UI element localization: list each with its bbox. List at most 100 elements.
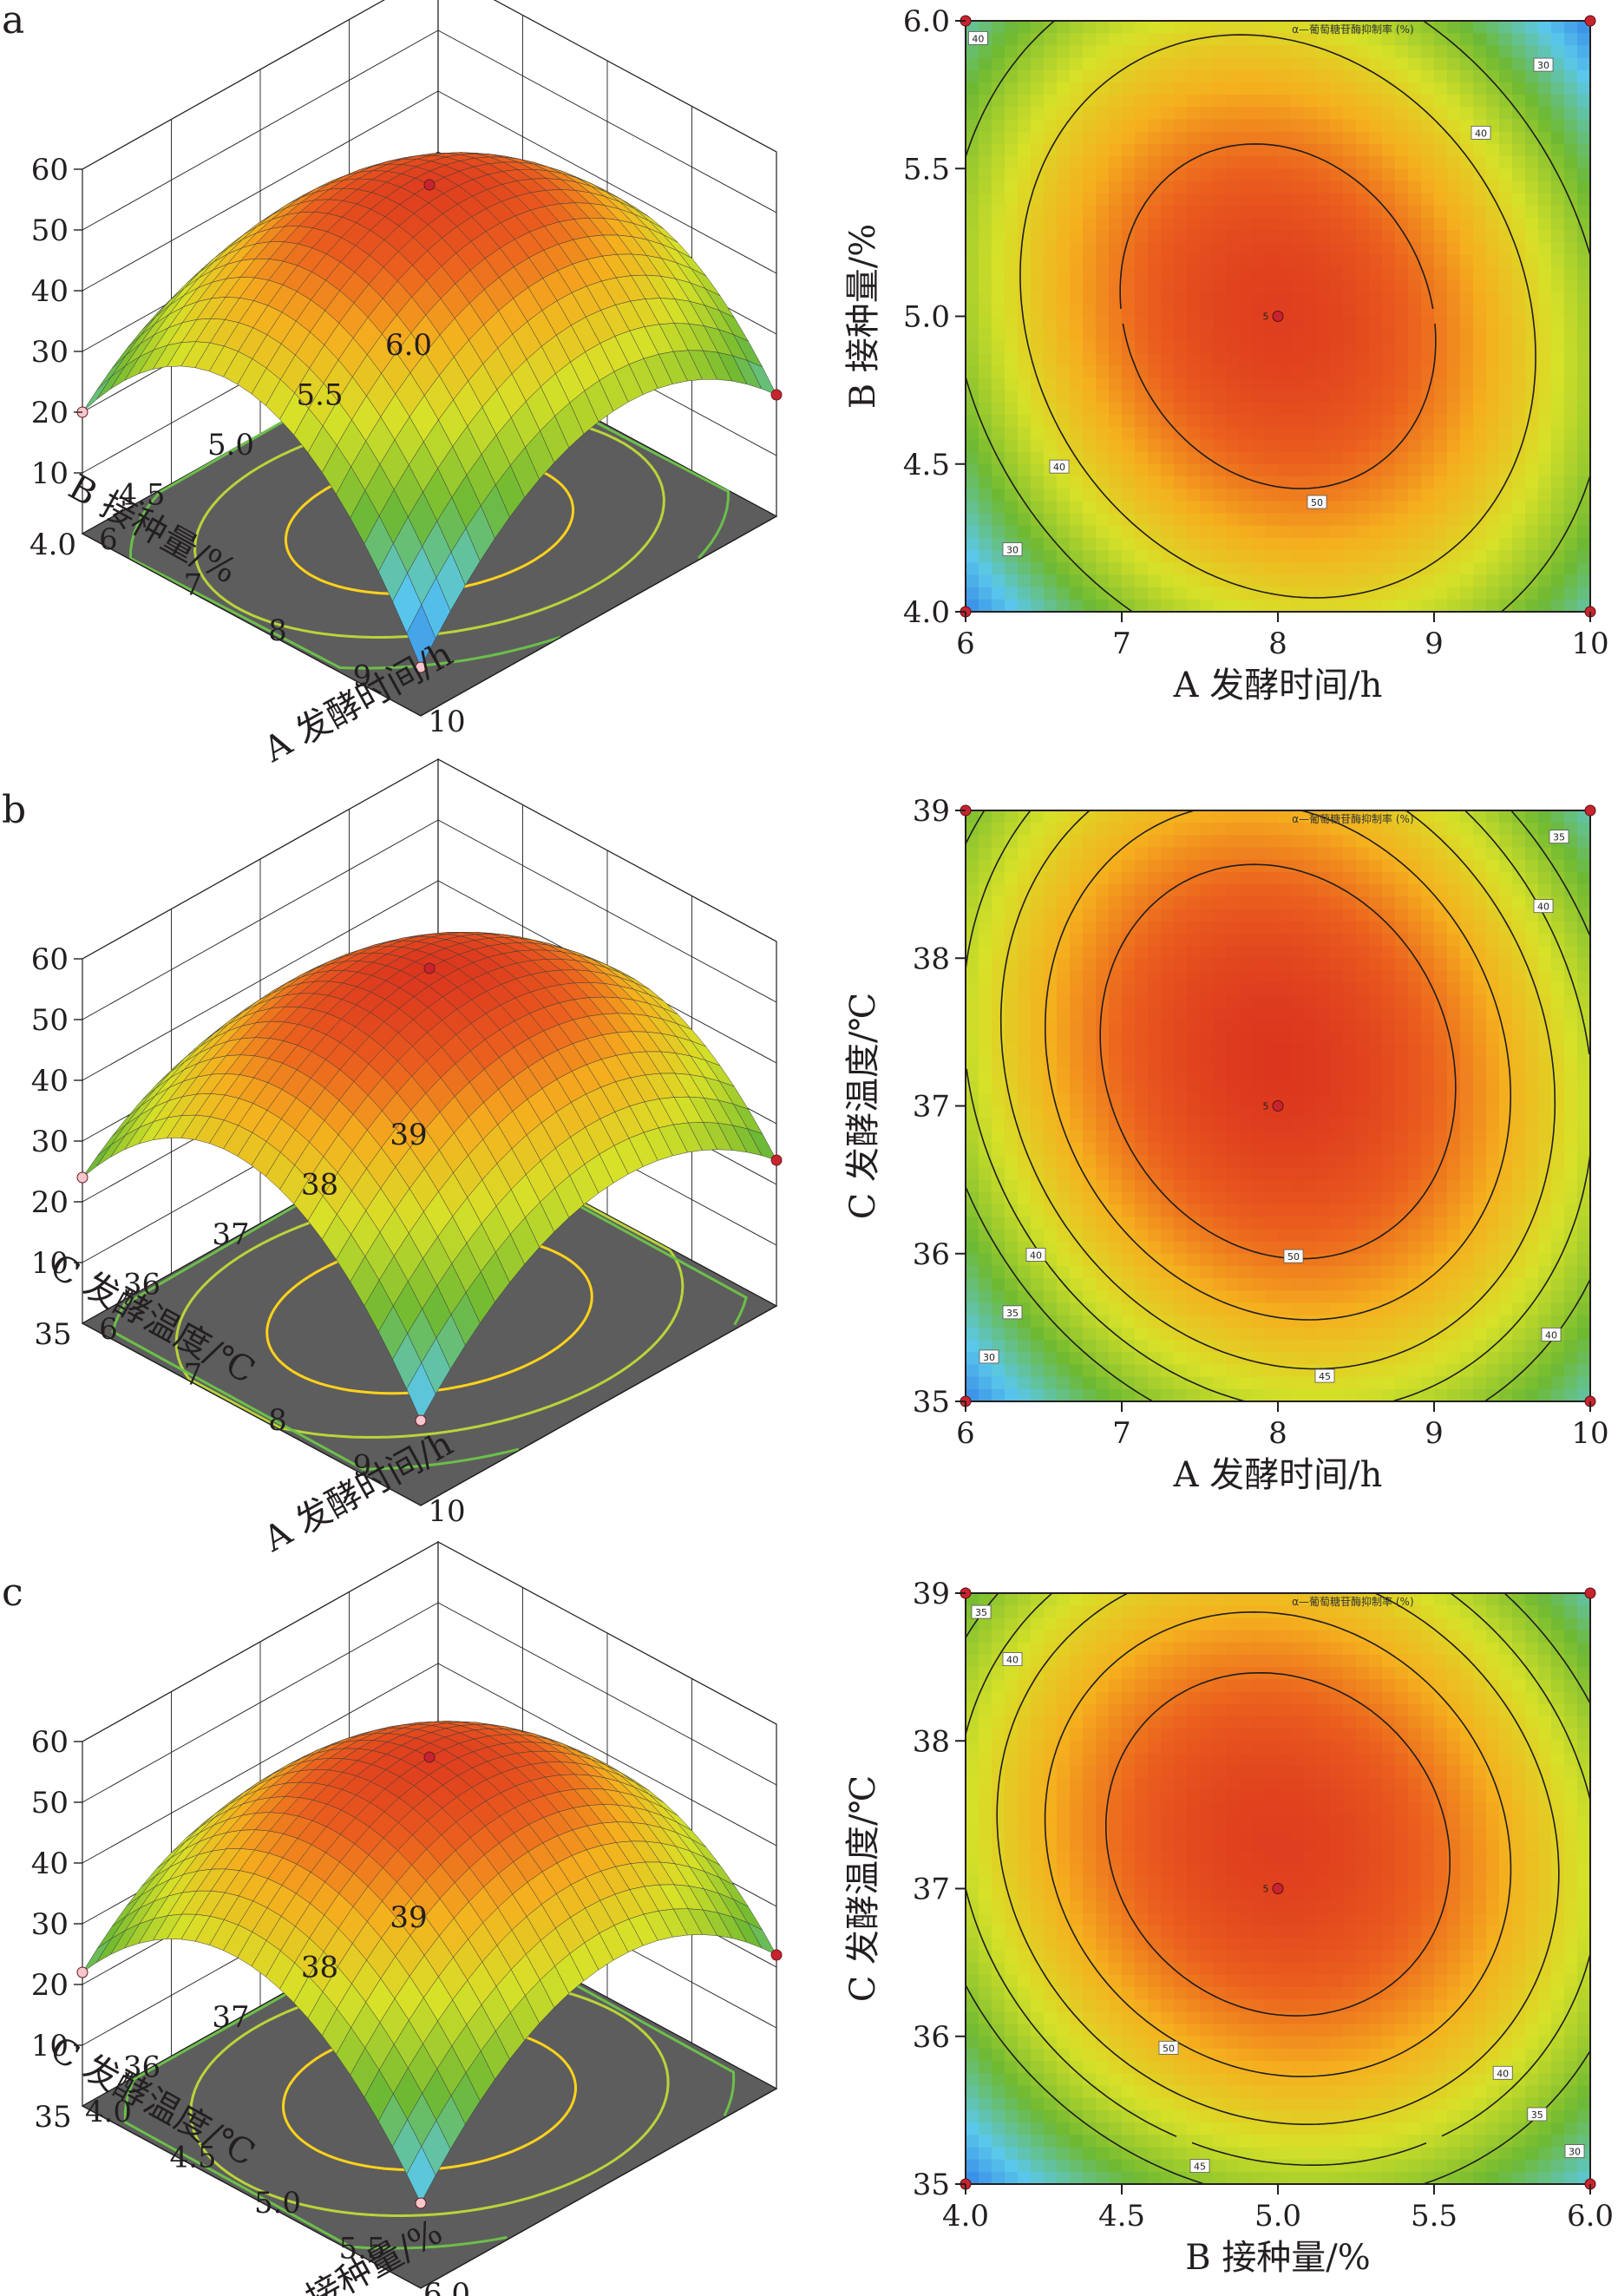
heat-cell xyxy=(1564,57,1578,71)
heat-cell xyxy=(1135,390,1149,403)
heat-cell xyxy=(1174,402,1188,416)
heat-cell xyxy=(1018,958,1032,972)
heat-cell xyxy=(1512,230,1526,243)
heat-cell xyxy=(1564,353,1578,366)
heat-cell xyxy=(1473,143,1487,157)
heat-cell xyxy=(1148,958,1162,972)
heat-cell xyxy=(1395,489,1409,502)
heat-cell xyxy=(1408,33,1422,46)
heat-cell xyxy=(1395,562,1409,576)
heat-cell xyxy=(1031,95,1045,108)
heat-cell xyxy=(1109,1364,1123,1378)
heat-cell xyxy=(1330,230,1344,243)
heat-cell xyxy=(1460,476,1474,489)
heat-cell xyxy=(1265,1191,1279,1205)
heat-cell xyxy=(1226,501,1240,515)
heat-cell xyxy=(992,143,1006,157)
heat-cell xyxy=(1291,95,1305,108)
heat-cell xyxy=(1382,82,1396,95)
heat-cell xyxy=(1460,82,1474,95)
heat-cell xyxy=(1096,1327,1110,1341)
heat-cell xyxy=(966,1364,979,1378)
heat-cell xyxy=(1486,156,1500,169)
x-axis-title: A 发酵时间/h xyxy=(1173,666,1383,705)
heat-cell xyxy=(1473,599,1487,613)
heat-cell xyxy=(1577,451,1591,465)
heat-cell xyxy=(1200,1068,1214,1082)
heat-cell xyxy=(979,1105,992,1119)
heat-cell xyxy=(1564,119,1578,133)
heat-cell xyxy=(1122,254,1136,268)
heat-cell xyxy=(1343,156,1357,169)
heat-cell xyxy=(1148,1278,1162,1291)
heat-cell xyxy=(1239,859,1253,873)
heat-cell xyxy=(1096,119,1110,133)
heat-cell xyxy=(1083,205,1097,219)
heat-cell xyxy=(1265,823,1279,836)
heat-cell xyxy=(1018,82,1032,95)
heat-cell xyxy=(1109,587,1123,600)
heat-cell xyxy=(1265,242,1279,256)
heat-cell xyxy=(1447,33,1461,46)
heat-cell xyxy=(1109,242,1123,256)
heat-cell xyxy=(1057,1340,1071,1353)
heat-cell xyxy=(1226,107,1240,121)
heat-cell xyxy=(1083,279,1097,292)
heat-cell xyxy=(1200,810,1214,823)
z-tick-label: 20 xyxy=(31,396,69,430)
heat-cell xyxy=(1187,95,1201,108)
heat-cell xyxy=(1031,1204,1045,1217)
heat-cell xyxy=(1538,168,1552,182)
heat-cell xyxy=(1122,501,1136,515)
heat-cell xyxy=(1083,95,1097,108)
heat-cell xyxy=(1083,316,1097,330)
heat-cell xyxy=(1369,501,1383,515)
heat-cell xyxy=(1213,1327,1227,1341)
heat-cell xyxy=(1109,168,1123,182)
heat-cell xyxy=(1070,537,1084,551)
heat-cell xyxy=(1148,550,1162,563)
contour-level-label-box xyxy=(1307,495,1327,509)
heat-cell xyxy=(1252,1376,1266,1390)
heat-cell xyxy=(1148,33,1162,46)
heat-cell xyxy=(1187,1032,1201,1046)
heat-cell xyxy=(1200,513,1214,527)
heat-cell xyxy=(1135,946,1149,959)
heat-cell xyxy=(1577,427,1591,440)
heat-cell xyxy=(1031,340,1045,354)
heat-cell xyxy=(1382,463,1396,477)
heat-cell xyxy=(1434,82,1448,95)
heat-cell xyxy=(1213,835,1227,849)
heat-cell xyxy=(1187,328,1201,342)
heat-cell xyxy=(1421,340,1435,354)
heat-cell xyxy=(1317,1130,1331,1144)
heat-cell xyxy=(1317,254,1331,268)
heat-cell xyxy=(1317,1044,1331,1058)
heat-cell xyxy=(1226,537,1240,551)
heat-cell xyxy=(979,304,992,318)
heat-cell xyxy=(1200,33,1214,46)
heat-cell xyxy=(1343,501,1357,515)
heat-cell xyxy=(1174,871,1188,885)
heat-cell xyxy=(1031,292,1045,305)
heat-cell xyxy=(1213,810,1227,823)
heat-cell xyxy=(1356,451,1370,465)
heat-cell xyxy=(1343,230,1357,243)
heat-cell xyxy=(1135,1290,1149,1304)
heat-cell xyxy=(1109,402,1123,416)
heat-cell xyxy=(1018,587,1032,600)
heat-cell xyxy=(1096,1093,1110,1107)
heat-cell xyxy=(1161,1278,1175,1291)
heat-cell xyxy=(1135,884,1149,897)
heat-cell xyxy=(1564,427,1578,440)
heat-cell xyxy=(1512,266,1526,280)
heat-cell xyxy=(1447,587,1461,600)
heat-cell xyxy=(1447,599,1461,613)
heat-cell xyxy=(1044,1179,1058,1193)
heat-cell xyxy=(1447,513,1461,527)
heat-cell xyxy=(1031,550,1045,563)
heat-cell xyxy=(1070,1130,1084,1144)
heat-cell xyxy=(1564,230,1578,243)
heat-cell xyxy=(1291,476,1305,489)
x-tick-label: 8 xyxy=(268,613,287,648)
